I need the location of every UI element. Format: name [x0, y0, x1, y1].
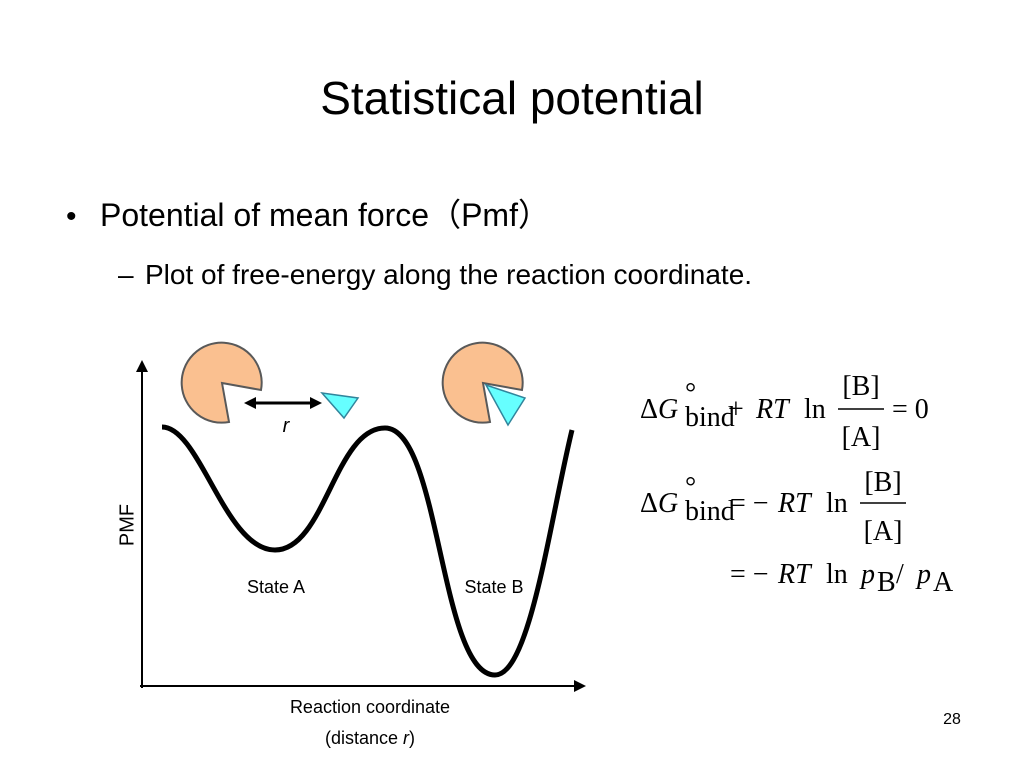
math-subscript: B	[877, 567, 896, 598]
math-function: ln	[804, 394, 826, 425]
math-operator: +	[728, 394, 744, 425]
sub-bullet-marker: –	[118, 259, 134, 290]
math-superscript: °	[685, 378, 696, 409]
math-function: ln	[826, 559, 848, 590]
math-symbol: p	[915, 559, 931, 590]
math-superscript: °	[685, 472, 696, 503]
math-symbol: RT	[777, 559, 813, 590]
fraction-numerator: [B]	[864, 467, 901, 498]
slide-title: Statistical potential	[320, 72, 704, 124]
y-axis-label: PMF	[116, 504, 138, 546]
x-axis-label-var: r	[403, 728, 410, 748]
math-subscript: bind	[685, 496, 735, 527]
state-label: State B	[464, 577, 523, 597]
math-symbol: G	[658, 394, 678, 425]
ligand-bound	[484, 383, 527, 427]
molecule-a	[180, 341, 263, 424]
ligand	[320, 391, 360, 420]
math-symbol: Δ	[640, 488, 658, 519]
distance-arrow-head	[310, 397, 322, 409]
math-symbol: RT	[777, 488, 813, 519]
pmf-diagram: PMF State A State B Reaction coordinate …	[116, 341, 586, 748]
y-axis-arrow	[136, 360, 148, 372]
math-symbol: RT	[755, 394, 791, 425]
fraction-denominator: [A]	[864, 516, 903, 547]
x-axis-label: (distance r)	[325, 728, 415, 748]
sub-bullet-text: Plot of free-energy along the reaction c…	[145, 259, 752, 290]
state-label: State A	[247, 577, 305, 597]
x-axis-arrow	[574, 680, 586, 692]
math-symbol: Δ	[640, 394, 658, 425]
fraction-numerator: [B]	[842, 371, 879, 402]
math-rhs: = 0	[892, 394, 929, 425]
x-axis-label-part: )	[409, 728, 415, 748]
math-symbol: p	[859, 559, 875, 590]
math-operator: = −	[730, 559, 769, 590]
math-subscript: A	[933, 567, 954, 598]
bullet-text: Potential of mean force（Pmf）	[100, 197, 550, 233]
molecule-b	[441, 341, 524, 424]
equations: ΔG ° bind + RT ln [B] [A] = 0 ΔG ° bind …	[640, 371, 954, 598]
bullet-marker: •	[66, 200, 77, 233]
math-subscript: bind	[685, 402, 735, 433]
distance-arrow-head	[244, 397, 256, 409]
x-axis-label-part: (distance	[325, 728, 403, 748]
distance-label: r	[283, 415, 291, 437]
math-symbol: G	[658, 488, 678, 519]
equation-lhs: ΔG	[640, 488, 678, 519]
equation-lhs: ΔG	[640, 394, 678, 425]
math-operator: = −	[730, 488, 769, 519]
page-number: 28	[943, 711, 961, 728]
math-operator: /	[896, 559, 904, 590]
fraction-denominator: [A]	[842, 422, 881, 453]
math-function: ln	[826, 488, 848, 519]
pmf-curve	[161, 424, 575, 678]
x-axis-label: Reaction coordinate	[290, 697, 450, 717]
